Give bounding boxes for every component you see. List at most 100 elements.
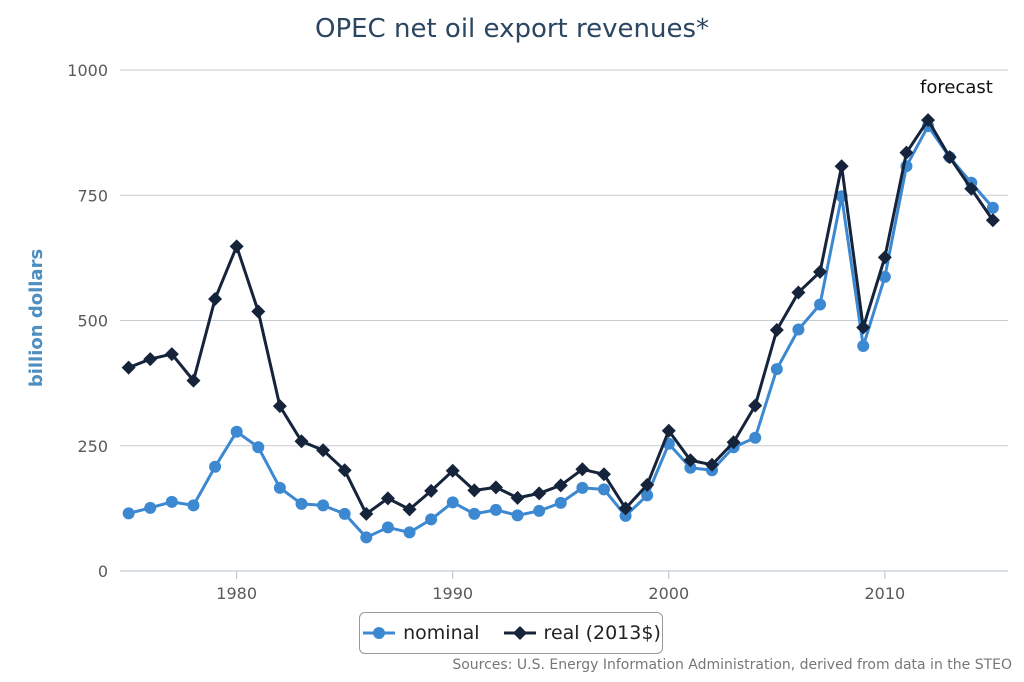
- legend-label-real: real (2013$): [543, 622, 661, 644]
- data-point: [834, 159, 849, 174]
- data-point: [489, 503, 502, 516]
- data-point: [596, 467, 611, 482]
- data-point: [360, 531, 373, 544]
- data-point: [986, 201, 999, 214]
- data-point: [338, 507, 351, 520]
- data-point: [251, 304, 266, 319]
- data-point: [661, 423, 676, 438]
- data-point: [424, 483, 439, 498]
- data-point: [186, 373, 201, 388]
- data-point: [359, 506, 374, 521]
- data-point: [252, 441, 265, 454]
- y-tick-label: 0: [98, 562, 108, 581]
- data-point: [532, 486, 547, 501]
- legend-marker-real: [503, 626, 536, 640]
- chart-title: OPEC net oil export revenues*: [314, 14, 710, 44]
- data-point: [209, 460, 222, 473]
- data-point: [187, 499, 200, 512]
- legend-marker-nominal: [363, 627, 396, 639]
- series-real: [121, 113, 1000, 521]
- data-point: [121, 360, 136, 375]
- data-point: [272, 399, 287, 414]
- data-point: [425, 513, 438, 526]
- data-point: [921, 113, 936, 128]
- data-point: [878, 270, 891, 283]
- data-point: [899, 145, 914, 160]
- data-point: [856, 320, 871, 335]
- data-point: [877, 250, 892, 265]
- data-point: [164, 347, 179, 362]
- legend: nominal real (2013$): [359, 612, 663, 654]
- data-point: [792, 323, 805, 336]
- data-point: [511, 509, 524, 522]
- data-point: [748, 398, 763, 413]
- data-point: [316, 443, 331, 458]
- legend-label-nominal: nominal: [403, 622, 480, 644]
- data-point: [814, 298, 827, 311]
- data-point: [554, 496, 567, 509]
- data-point: [576, 481, 589, 494]
- data-point: [467, 483, 482, 498]
- data-point: [683, 453, 698, 468]
- data-point: [705, 457, 719, 472]
- source-note: Sources: U.S. Energy Information Adminis…: [452, 657, 1012, 673]
- data-point: [510, 490, 525, 505]
- y-axis-label: billion dollars: [26, 249, 47, 387]
- y-tick-label: 500: [77, 312, 108, 331]
- data-point: [791, 285, 806, 300]
- data-point: [575, 462, 590, 477]
- data-point: [597, 483, 610, 496]
- data-point: [770, 363, 783, 376]
- data-point: [726, 435, 741, 450]
- data-point: [144, 501, 157, 514]
- y-tick-label: 750: [77, 186, 108, 205]
- data-point: [488, 480, 503, 495]
- data-point: [337, 463, 352, 478]
- data-point: [640, 477, 655, 492]
- data-point: [769, 323, 784, 338]
- y-tick-label: 1000: [67, 61, 108, 80]
- data-point: [619, 509, 632, 522]
- data-point: [445, 463, 460, 478]
- data-point: [317, 499, 330, 512]
- gridlines: [120, 69, 1008, 572]
- data-point: [618, 501, 633, 516]
- data-point: [533, 504, 546, 517]
- data-point: [165, 495, 178, 508]
- data-point: [964, 181, 979, 196]
- series: [121, 113, 1000, 544]
- data-point: [208, 291, 223, 306]
- data-point: [857, 340, 870, 353]
- x-tick-label: 1980: [216, 584, 257, 603]
- data-point: [749, 431, 762, 444]
- data-point: [294, 434, 309, 449]
- data-point: [446, 496, 459, 509]
- x-tick-label: 2010: [864, 584, 905, 603]
- data-point: [229, 239, 244, 254]
- data-point: [468, 507, 481, 520]
- data-point: [403, 526, 416, 539]
- data-point: [813, 264, 828, 279]
- data-point: [553, 478, 568, 493]
- legend-item-real[interactable]: real (2013$): [502, 622, 661, 644]
- data-point: [641, 489, 654, 502]
- forecast-annotation: forecast: [920, 77, 993, 98]
- data-point: [143, 352, 158, 367]
- data-point: [684, 461, 697, 474]
- series-nominal: [122, 120, 999, 544]
- data-point: [230, 425, 243, 438]
- data-point: [985, 213, 1000, 228]
- legend-item-nominal[interactable]: nominal: [361, 622, 480, 644]
- axes: 0 250 500 750 1000 1980 1990 2000 2010: [67, 61, 905, 603]
- data-point: [122, 507, 135, 520]
- data-point: [402, 502, 417, 517]
- x-tick-label: 1990: [432, 584, 473, 603]
- data-point: [295, 497, 308, 510]
- data-point: [942, 150, 957, 165]
- data-point: [381, 521, 394, 534]
- data-point: [273, 481, 286, 494]
- x-tick-label: 2000: [648, 584, 689, 603]
- y-tick-label: 250: [77, 437, 108, 456]
- data-point: [380, 491, 395, 506]
